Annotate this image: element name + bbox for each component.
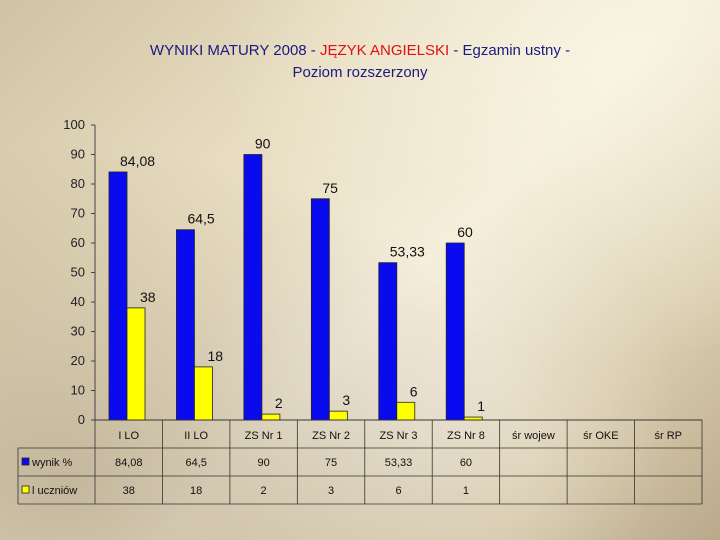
bar-1-5 [463,416,483,421]
table-cell: 53,33 [385,457,413,469]
y-tick-label: 80 [71,176,85,191]
bar-0-4 [378,262,398,421]
title-part1: WYNIKI MATURY 2008 - [149,42,320,59]
data-label: 6 [410,383,418,399]
bar-1-3 [328,410,348,421]
data-label: 90 [255,136,271,152]
data-label: 3 [342,392,350,408]
category-label: II LO [184,430,208,442]
y-tick-label: 30 [71,324,85,339]
category-label: ZS Nr 1 [245,430,283,442]
table-cell: 3 [328,485,334,497]
table-cell: 38 [123,485,135,497]
y-tick-label: 20 [71,353,85,368]
table-cell: 64,5 [185,457,206,469]
y-tick-label: 100 [63,117,85,132]
category-label: śr wojew [512,430,555,442]
title-line2: Poziom rozszerzony [292,64,428,81]
title-highlight: JĘZYK ANGIELSKI [319,42,450,59]
data-label: 53,33 [390,244,425,260]
chart-title: WYNIKI MATURY 2008 - JĘZYK ANGIELSKI - E… [40,40,680,84]
table-cell: 75 [325,457,337,469]
data-label: 1 [477,398,485,414]
y-tick-label: 90 [71,147,85,162]
y-tick-label: 10 [71,383,85,398]
data-label: 84,08 [120,153,155,169]
table-cell: 60 [460,457,472,469]
bar-1-2 [261,413,281,421]
category-label: ZS Nr 3 [380,430,418,442]
table-cell: 6 [395,485,401,497]
data-label: 2 [275,395,283,411]
y-tick-label: 60 [71,235,85,250]
table-cell: 18 [190,485,202,497]
table-cell: 84,08 [115,457,143,469]
bar-0-5 [445,242,465,421]
data-label: 18 [207,348,223,364]
y-tick-label: 0 [78,412,85,427]
y-tick-label: 50 [71,265,85,280]
bar-1-4 [396,401,416,421]
table-cell: 90 [257,457,269,469]
bar-0-3 [310,198,330,421]
legend-key [21,485,30,494]
bar-1-0 [126,307,146,421]
category-label: śr RP [655,430,683,442]
data-label: 64,5 [187,211,214,227]
bar-0-0 [108,171,128,421]
legend-label: wynik % [31,457,73,469]
y-tick-label: 40 [71,294,85,309]
category-label: ZS Nr 2 [312,430,350,442]
data-label: 75 [322,180,338,196]
legend-key [21,457,30,466]
bar-1-1 [194,366,213,421]
table-cell: 2 [261,485,267,497]
category-label: śr OKE [583,430,618,442]
legend-label: l uczniów [32,485,77,497]
bar-0-1 [176,229,195,421]
category-label: ZS Nr 8 [447,430,485,442]
bar-0-2 [243,154,263,421]
table-cell: 1 [463,485,469,497]
category-label: I LO [118,430,139,442]
data-label: 38 [140,289,156,305]
data-label: 60 [457,224,473,240]
title-part3: - Egzamin ustny - [449,42,571,59]
y-tick-label: 70 [71,206,85,221]
